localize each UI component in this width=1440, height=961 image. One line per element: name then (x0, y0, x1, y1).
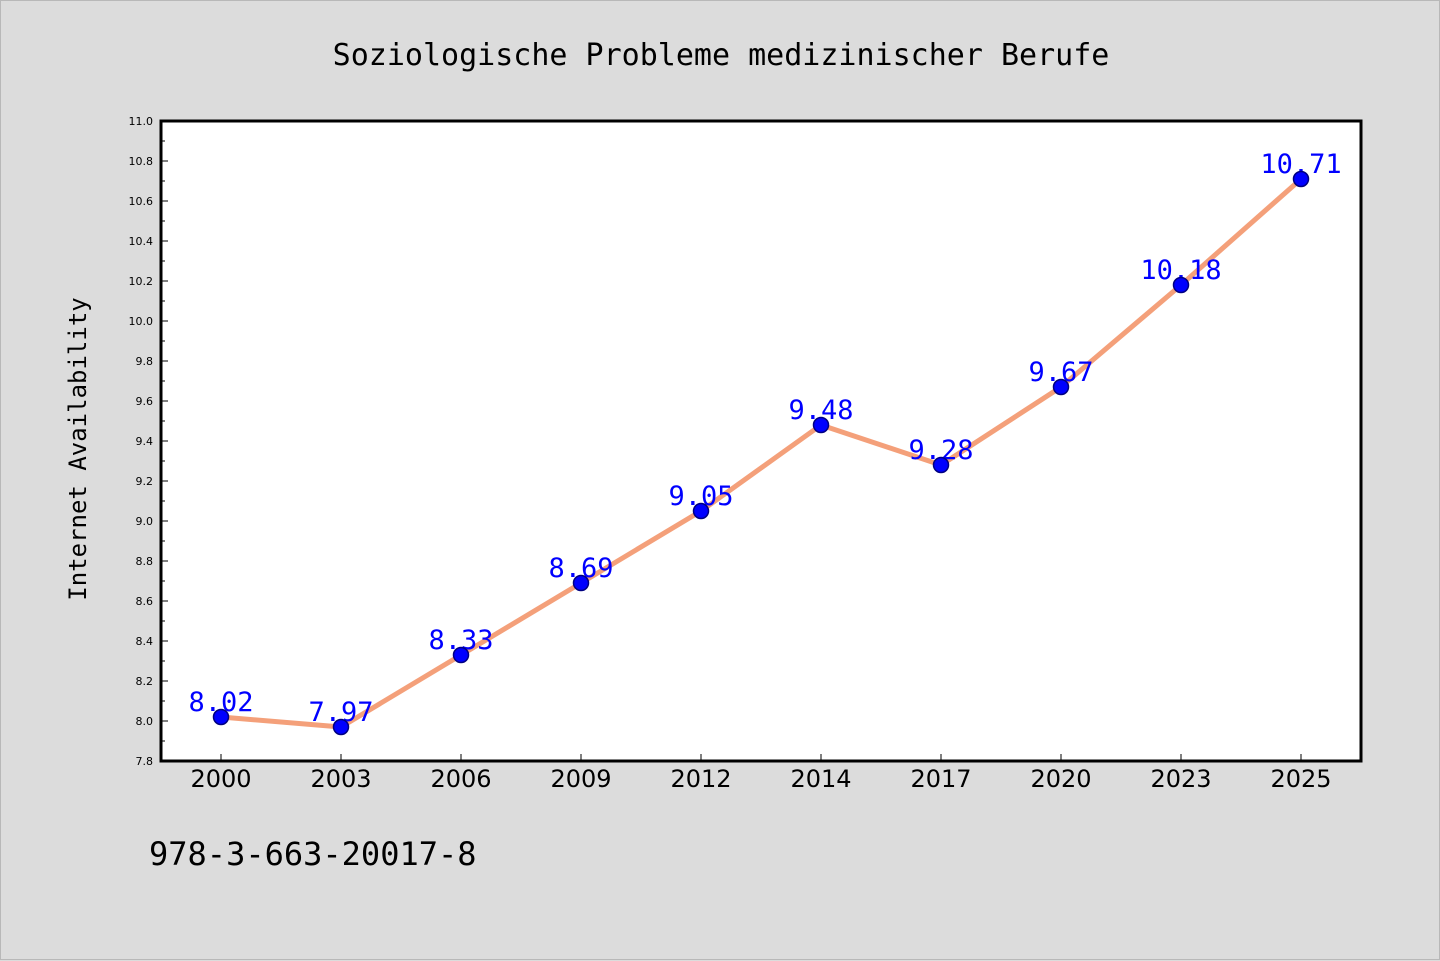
y-tick-label: 11.0 (129, 115, 154, 128)
y-tick-label: 9.2 (136, 475, 154, 488)
data-point (212, 708, 230, 726)
plot-area (159, 119, 1363, 763)
y-tick-label: 9.8 (136, 355, 154, 368)
data-point (932, 456, 950, 474)
y-tick-label: 10.4 (129, 235, 154, 248)
x-tick-label: 2017 (910, 765, 971, 793)
x-tick-label: 2003 (310, 765, 371, 793)
chart-title: Soziologische Probleme medizinischer Ber… (333, 38, 1110, 73)
data-point (572, 574, 590, 592)
x-tick-label: 2014 (790, 765, 851, 793)
x-tick-label: 2012 (670, 765, 731, 793)
data-point (812, 416, 830, 434)
series-revenue-line: 8.02 7.978.338.699.059.489.289.6710.1810.… (188, 149, 1342, 736)
x-tick-label: 2020 (1030, 765, 1091, 793)
y-tick-label: 7.8 (136, 755, 154, 768)
data-point (1292, 170, 1310, 188)
y-axis-ticks: 7.8 8.0 8.2 8.4 8.6 8.8 9.0 9.2 9.4 9.6 9.8 10.0 10.… (129, 115, 168, 768)
x-tick-label: 2009 (550, 765, 611, 793)
y-tick-label: 10.6 (129, 195, 154, 208)
x-tick-label: 2025 (1270, 765, 1331, 793)
y-tick-label: 9.6 (136, 395, 154, 408)
x-axis-ticks: 2000 2003 2006 2009 2012 2014 2017 2020 2023 2025 (190, 754, 1332, 793)
y-tick-label: 8.8 (136, 555, 154, 568)
series-line (218, 176, 1304, 730)
y-tick-label: 9.0 (136, 515, 154, 528)
x-tick-label: 2023 (1150, 765, 1211, 793)
y-tick-label: 8.6 (136, 595, 154, 608)
y-tick-label: 10.2 (129, 275, 154, 288)
data-point (332, 718, 350, 736)
x-tick-label: 2006 (430, 765, 491, 793)
data-point (452, 646, 470, 664)
y-tick-label: 9.4 (136, 435, 154, 448)
data-point (692, 502, 710, 520)
x-tick-label: 2000 (190, 765, 251, 793)
y-tick-label: 8.0 (136, 715, 154, 728)
y-tick-label: 10.8 (129, 155, 154, 168)
footer-isbn: 978-3-663-20017-8 (149, 835, 477, 873)
y-tick-label: 10.0 (129, 315, 154, 328)
y-axis-label: Internet Availability (64, 297, 92, 600)
data-point (1052, 378, 1070, 396)
y-tick-label: 8.4 (136, 635, 154, 648)
y-tick-label: 8.2 (136, 675, 154, 688)
data-point (1172, 276, 1190, 294)
